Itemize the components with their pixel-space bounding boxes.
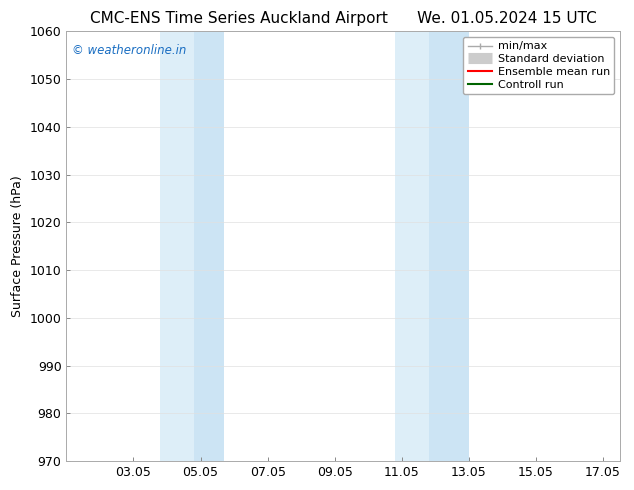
Bar (429, 31, 469, 461)
Text: © weatheronline.in: © weatheronline.in (72, 44, 186, 57)
Bar (160, 31, 194, 461)
Bar (395, 31, 429, 461)
Bar (194, 31, 224, 461)
Y-axis label: Surface Pressure (hPa): Surface Pressure (hPa) (11, 175, 24, 317)
Legend: min/max, Standard deviation, Ensemble mean run, Controll run: min/max, Standard deviation, Ensemble me… (463, 37, 614, 94)
Title: CMC-ENS Time Series Auckland Airport      We. 01.05.2024 15 UTC: CMC-ENS Time Series Auckland Airport We.… (90, 11, 597, 26)
